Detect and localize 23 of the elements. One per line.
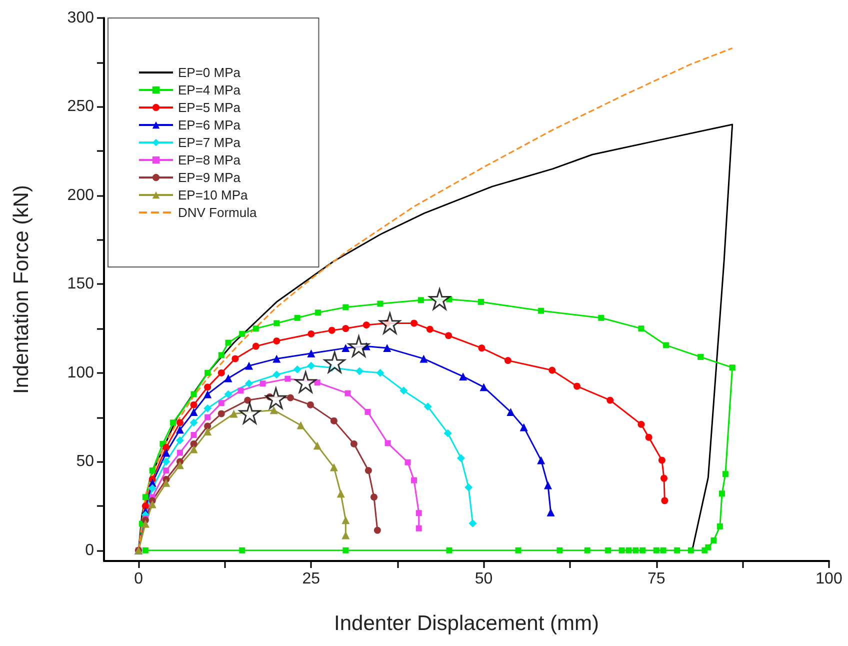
legend-label: EP=10 MPa — [178, 188, 249, 202]
legend-label: EP=7 MPa — [178, 135, 242, 150]
y-tick-label: 200 — [67, 186, 94, 204]
legend-label: EP=5 MPa — [178, 100, 242, 115]
legend-label: EP=0 MPa — [178, 65, 242, 80]
y-tick-label: 0 — [85, 542, 94, 559]
y-tick-label: 50 — [76, 453, 94, 470]
x-axis-title: Indenter Displacement (mm) — [334, 612, 599, 635]
x-tick-label: 75 — [647, 570, 666, 588]
x-tick-label: 100 — [816, 570, 842, 588]
y-tick-label: 300 — [67, 10, 94, 26]
y-tick-label: 150 — [67, 276, 94, 293]
y-axis-title: Indentation Force (kN) — [10, 185, 33, 394]
legend-label: DNV Formula — [178, 205, 258, 220]
legend-label: EP=4 MPa — [178, 82, 242, 98]
y-tick-label: 100 — [67, 364, 94, 382]
x-tick-label: 25 — [302, 570, 320, 588]
y-tick-label: 250 — [67, 98, 94, 116]
x-tick-label: 50 — [474, 570, 493, 588]
x-tick-label: 0 — [134, 570, 144, 588]
legend-label: EP=6 MPa — [178, 118, 242, 132]
legend-label: EP=8 MPa — [178, 152, 242, 168]
legend-label: EP=9 MPa — [178, 170, 242, 185]
